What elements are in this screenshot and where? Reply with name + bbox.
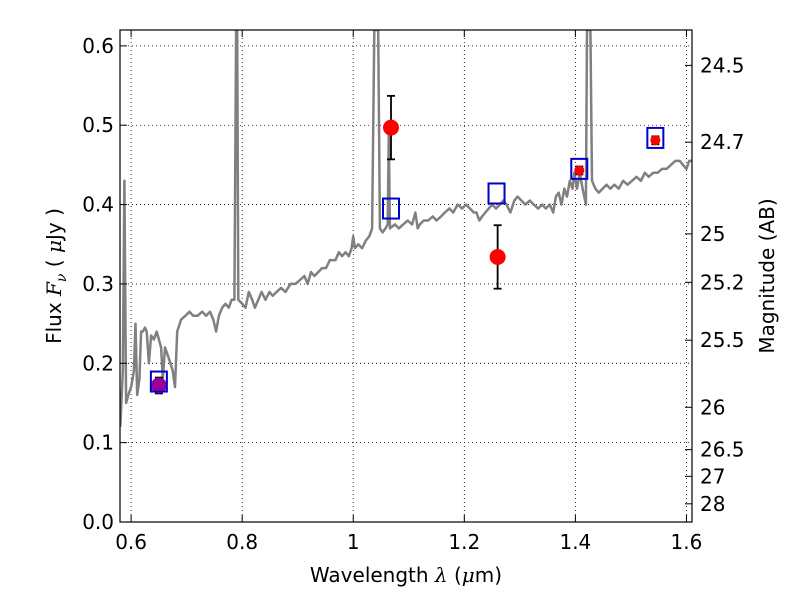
- model-point: [646, 126, 665, 149]
- x-tick-label: 0.8: [226, 530, 258, 554]
- y-tick-label: 0.1: [82, 431, 114, 455]
- error-bars: [154, 94, 660, 395]
- y-tick-label: 0.3: [82, 272, 114, 296]
- observed-point: [383, 119, 400, 136]
- y-tick-label: 0.2: [82, 351, 114, 375]
- model-point: [149, 370, 168, 393]
- y2-tick-label: 24.7: [700, 130, 745, 154]
- y2-tick-label: 28: [700, 492, 725, 516]
- y2-tick-labels: 24.5 24.7 25 25.2 25.5 26 26.527 28: [700, 53, 745, 515]
- y-tick-label: 0.0: [82, 510, 114, 534]
- y2-tick-label: 25.5: [700, 328, 745, 352]
- y2-axis-label: Magnitude (AB): [755, 198, 779, 353]
- model-point: [487, 182, 506, 205]
- x-axis-label: Wavelength λ (μm): [310, 563, 502, 587]
- y-tick-label: 0.4: [82, 193, 114, 217]
- x-tick-label: 1.6: [671, 530, 703, 554]
- y2-tick-label: 27: [700, 464, 725, 488]
- y-tick-label: 0.6: [82, 34, 114, 58]
- plot-frame: [119, 29, 693, 523]
- axis-ticks: [120, 30, 692, 523]
- x-tick-label: 0.6: [115, 530, 147, 554]
- observed-point: [574, 165, 585, 176]
- model-point: [382, 197, 401, 220]
- y2-tick-label: 25: [700, 222, 725, 246]
- x-tick-labels: 0.6 0.8 1 1.2 1.4 1.6: [115, 530, 702, 554]
- y-tick-label: 0.5: [82, 113, 114, 137]
- y2-tick-label: 26.5: [700, 438, 745, 462]
- y2-tick-label: 24.5: [700, 53, 745, 77]
- observed-point: [489, 248, 506, 265]
- y-tick-labels: 0.0 0.1 0.2 0.3 0.4 0.5 0.6: [82, 34, 114, 534]
- model-point: [570, 157, 589, 180]
- observed-points: [150, 119, 661, 394]
- x-tick-label: 1.2: [448, 530, 480, 554]
- y2-tick-label: 25.2: [700, 270, 745, 294]
- x-tick-label: 1.4: [559, 530, 591, 554]
- observed-point: [150, 377, 167, 394]
- grid-lines: [120, 30, 692, 523]
- observed-point: [650, 135, 661, 146]
- y2-tick-label: 26: [700, 395, 725, 419]
- y-axis-label: Flux Fν ( μJy ): [42, 208, 70, 344]
- spectrum-line: [120, 30, 692, 427]
- x-tick-label: 1: [347, 530, 360, 554]
- model-points: [149, 126, 665, 393]
